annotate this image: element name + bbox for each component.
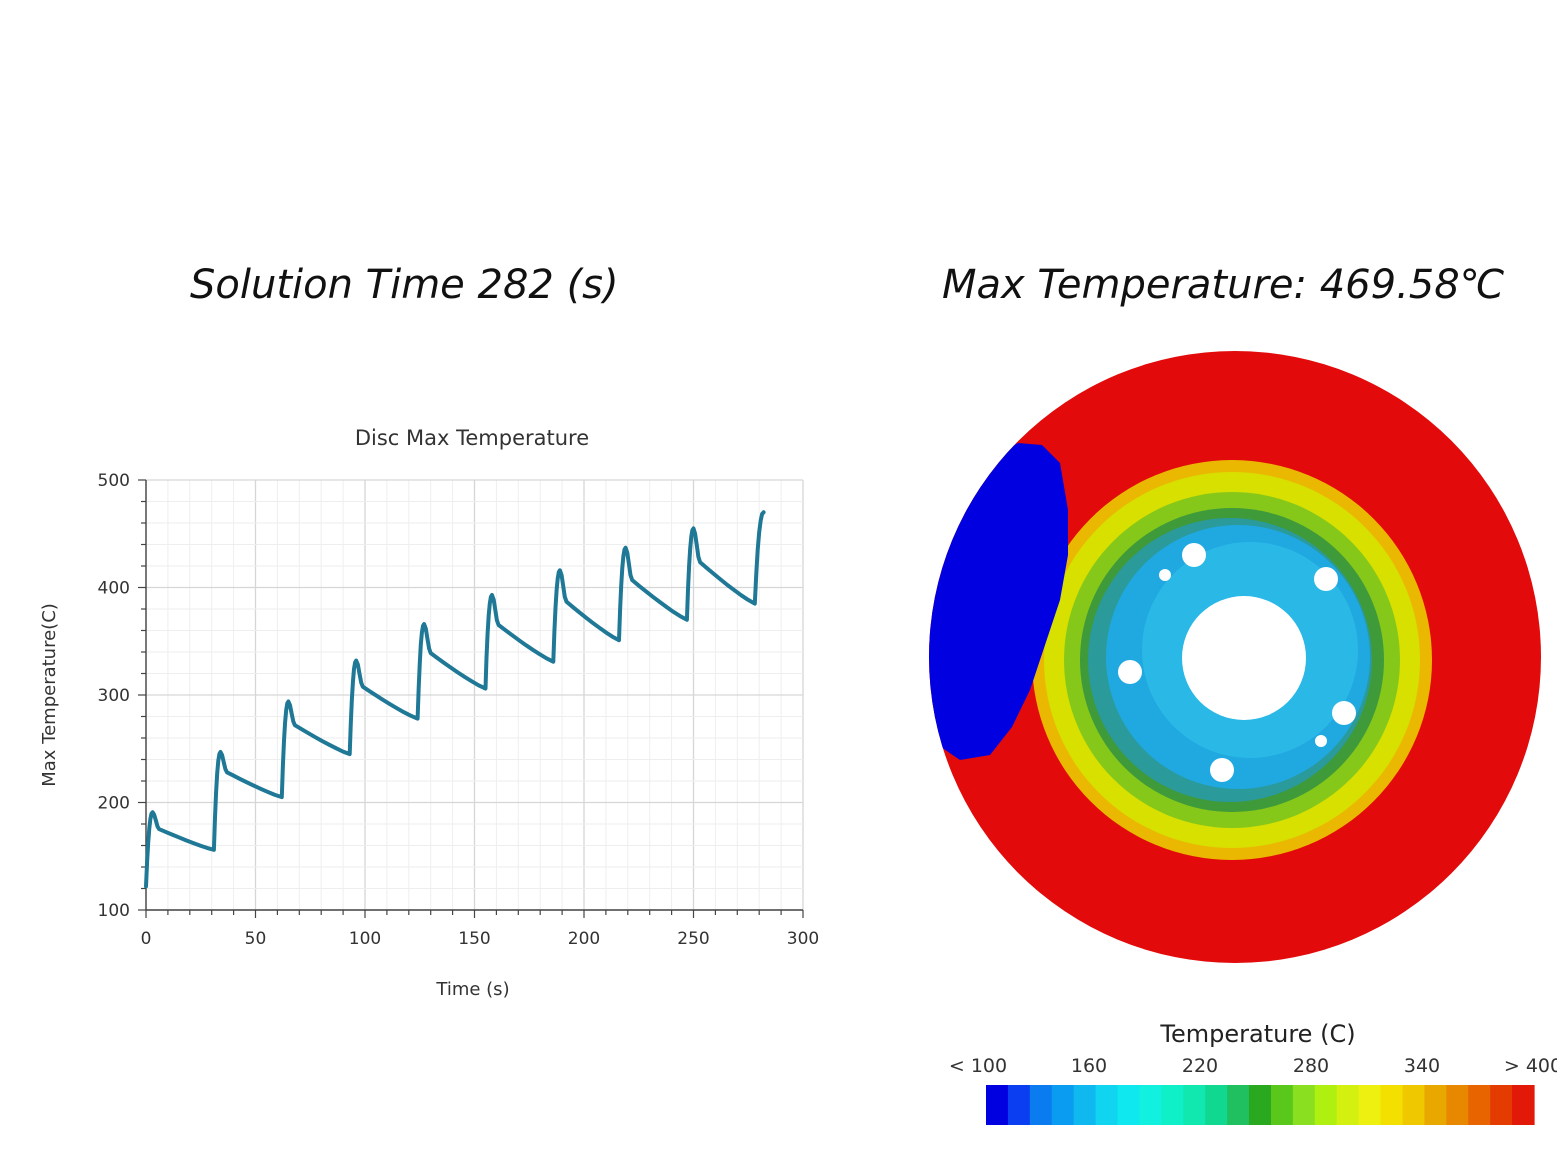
legend-color-swatch [1270, 1085, 1294, 1125]
legend-color-bar [986, 1085, 1535, 1125]
x-axis-label: Time (s) [435, 979, 509, 1000]
legend-tick-label: < 100 [949, 1055, 1007, 1077]
legend-color-swatch [1183, 1085, 1206, 1125]
series-line-disc-max-temperature [144, 510, 766, 889]
legend-color-swatch [1029, 1085, 1053, 1125]
legend-color-swatch [1292, 1085, 1316, 1125]
y-tick-label: 100 [98, 901, 130, 921]
legend-color-swatch [1095, 1085, 1119, 1125]
pin-hole [1159, 569, 1171, 581]
legend-tick-label: 220 [1182, 1055, 1218, 1077]
y-tick-label: 300 [98, 686, 130, 706]
legend-color-swatch [1446, 1085, 1469, 1125]
legend-color-swatch [1073, 1085, 1097, 1125]
legend-color-swatch [1205, 1085, 1228, 1125]
legend-color-swatch [1358, 1085, 1382, 1125]
lug-hole [1118, 660, 1142, 684]
y-axis-label: Max Temperature(C) [39, 603, 60, 787]
legend-color-swatch [1314, 1085, 1338, 1125]
legend-color-swatch [1249, 1085, 1272, 1125]
solution-time-title: Solution Time 282 (s) [190, 262, 619, 308]
x-tick-label: 100 [349, 929, 381, 949]
x-tick-label: 0 [141, 929, 152, 949]
center-bore [1182, 596, 1306, 720]
legend-color-swatch [1227, 1085, 1250, 1125]
y-tick-label: 500 [98, 471, 130, 491]
legend-tick-label: 340 [1404, 1055, 1440, 1077]
legend-color-swatch [1139, 1085, 1162, 1125]
legend-title: Temperature (C) [1159, 1020, 1355, 1048]
legend-tick-label: > 400 [1504, 1055, 1557, 1077]
chart-title: Disc Max Temperature [355, 426, 589, 450]
lug-hole [1314, 567, 1338, 591]
legend-color-swatch [1007, 1085, 1031, 1125]
legend-tick-labels: < 100 160 220 280 340 > 400 [949, 1055, 1557, 1077]
legend-color-swatch [1468, 1085, 1491, 1125]
max-temperature-title: Max Temperature: 469.58℃ [942, 262, 1505, 308]
lug-hole [1332, 701, 1356, 725]
chart-grid [145, 479, 804, 911]
legend-color-swatch [1512, 1085, 1535, 1125]
temperature-color-legend: Temperature (C) < 100 160 220 280 340 > 400 [949, 1020, 1557, 1125]
x-tick-label: 50 [245, 929, 267, 949]
temperature-line-chart: Disc Max Temperature 0 50 100 150 200 250 300 1… [39, 426, 820, 1000]
legend-color-swatch [1336, 1085, 1360, 1125]
lug-hole [1182, 543, 1206, 567]
x-tick-label: 250 [677, 929, 709, 949]
x-tick-label: 300 [787, 929, 819, 949]
legend-color-swatch [1161, 1085, 1184, 1125]
y-tick-label: 400 [98, 579, 130, 599]
brake-disc-temperature-view [929, 351, 1541, 963]
legend-color-swatch [1380, 1085, 1404, 1125]
legend-color-swatch [1051, 1085, 1075, 1125]
legend-tick-label: 160 [1071, 1055, 1107, 1077]
x-tick-label: 150 [458, 929, 490, 949]
legend-color-swatch [1402, 1085, 1425, 1125]
lug-hole [1210, 758, 1234, 782]
legend-color-swatch [1117, 1085, 1141, 1125]
legend-color-swatch [1490, 1085, 1513, 1125]
legend-tick-label: 280 [1293, 1055, 1329, 1077]
y-tick-label: 200 [98, 794, 130, 814]
chart-ticks: 0 50 100 150 200 250 300 100 200 300 400 500 [98, 471, 820, 949]
x-tick-label: 200 [568, 929, 600, 949]
legend-color-swatch [1424, 1085, 1447, 1125]
pin-hole [1315, 735, 1327, 747]
legend-color-swatch [986, 1085, 1009, 1125]
brake-pad-contact [929, 443, 1068, 760]
